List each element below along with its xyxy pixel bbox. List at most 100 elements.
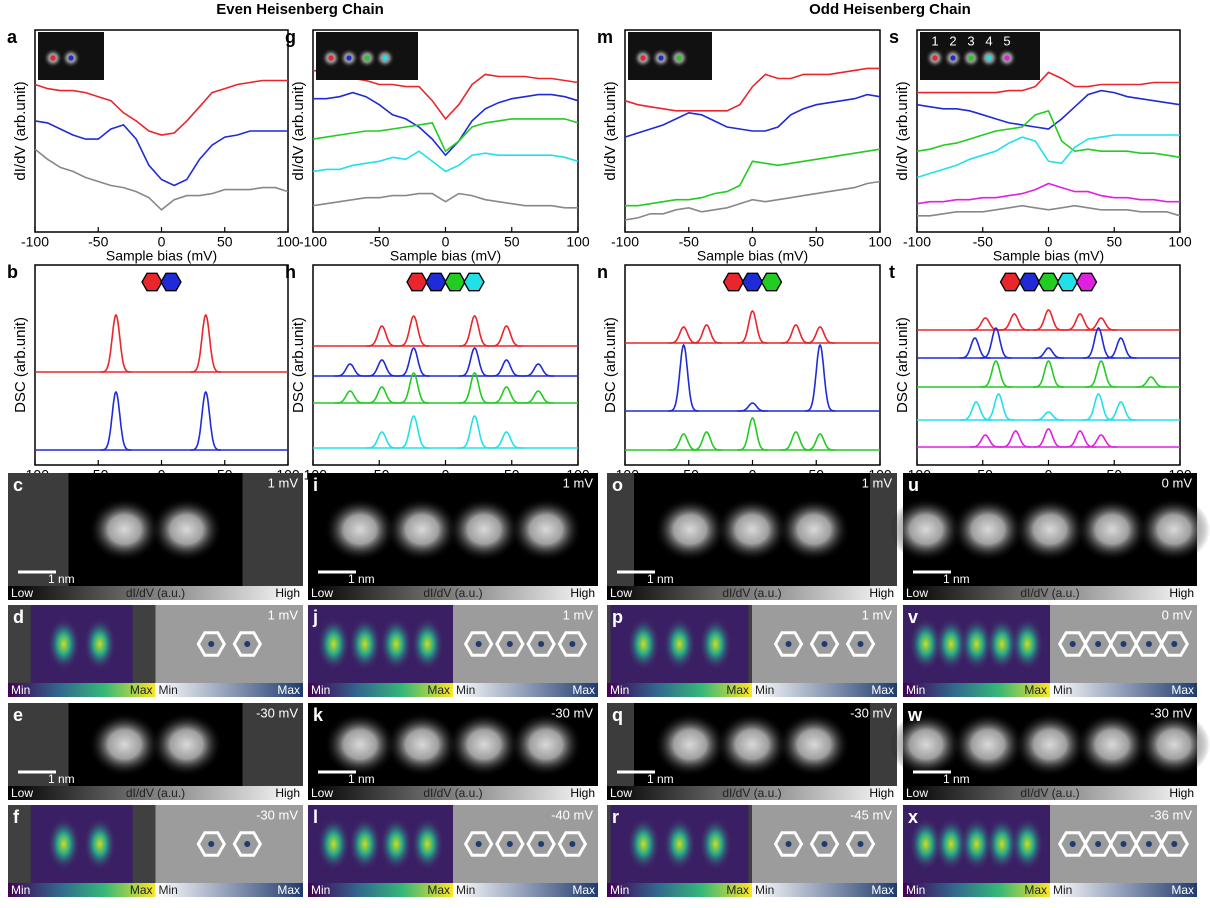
stm-lobe xyxy=(1138,713,1210,777)
plot-frame xyxy=(625,265,880,465)
plot-frame xyxy=(35,265,288,465)
y-axis-label: DSC (arb.unit) xyxy=(894,317,911,413)
peak xyxy=(459,416,491,448)
bias-label: -36 mV xyxy=(1150,807,1192,822)
sim-lobe xyxy=(84,618,116,670)
spectrum-line xyxy=(625,182,880,220)
bias-label: 1 mV xyxy=(268,475,299,490)
colorbar-max: Max xyxy=(130,683,153,697)
site-hexagon xyxy=(1058,273,1078,290)
inset-label: 1 xyxy=(931,33,938,48)
molecule-core xyxy=(1121,841,1127,847)
peak xyxy=(1083,394,1115,420)
panel-letter: x xyxy=(908,807,918,827)
scale-label: 1 nm xyxy=(348,572,375,586)
x-axis-label: Sample bias (mV) xyxy=(106,248,217,264)
peak xyxy=(522,391,554,403)
inset-label: 3 xyxy=(967,33,974,48)
sim-lobe xyxy=(380,818,412,870)
bias-label: -30 mV xyxy=(1150,705,1192,720)
sim-lobe xyxy=(700,818,732,870)
x-axis-label: Sample bias (mV) xyxy=(697,248,808,264)
x-tick-label: 50 xyxy=(1106,234,1122,250)
panel-letter: c xyxy=(13,475,23,495)
sim-lobe xyxy=(664,618,696,670)
sim-lobe xyxy=(411,818,443,870)
colorbar-min: Min xyxy=(1053,883,1072,897)
x-axis-label: Sample bias (mV) xyxy=(993,248,1104,264)
spectrum-line xyxy=(917,111,1180,158)
colorbar-quantity: dI/dV (a.u.) xyxy=(126,586,185,600)
peak xyxy=(334,364,366,376)
molecule-core xyxy=(1146,641,1152,647)
molecule-core xyxy=(538,841,544,847)
site-hexagon xyxy=(445,273,465,290)
peak xyxy=(1033,348,1065,358)
colorbar-min: Min xyxy=(456,883,475,897)
panel-letter: v xyxy=(908,607,918,627)
colorbar-min: Min xyxy=(906,883,925,897)
peak xyxy=(366,326,398,346)
panel-letter: o xyxy=(612,475,623,495)
peak xyxy=(491,432,523,448)
sim-ldos-map xyxy=(31,805,133,883)
bias-label: 0 mV xyxy=(1162,475,1193,490)
colorbar-high: High xyxy=(570,786,595,800)
colorbar-low: Low xyxy=(610,586,632,600)
bias-label: 1 mV xyxy=(563,607,594,622)
peak xyxy=(737,418,768,450)
colorbar-high: High xyxy=(275,786,300,800)
peak xyxy=(999,314,1031,330)
bias-label: 0 mV xyxy=(1162,607,1193,622)
inset-dot xyxy=(364,55,369,60)
bias-label: -30 mV xyxy=(850,705,892,720)
inset-dot xyxy=(328,55,333,60)
colorbar-quantity: dI/dV (a.u.) xyxy=(722,586,781,600)
colorbar-quantity: dI/dV (a.u.) xyxy=(1020,786,1079,800)
bias-label: -30 mV xyxy=(256,705,298,720)
stm-lobe xyxy=(778,713,850,777)
stm-lobe xyxy=(324,713,396,777)
y-axis-label: DSC (arb.unit) xyxy=(290,317,307,413)
inset-dot xyxy=(640,55,645,60)
inset-label: 4 xyxy=(985,33,992,48)
inset-dot xyxy=(346,55,351,60)
panel-letter: j xyxy=(312,607,318,627)
panel-letter: w xyxy=(907,705,923,725)
inset-dot xyxy=(986,55,991,60)
molecule-core xyxy=(1070,841,1076,847)
inset-dot xyxy=(382,55,387,60)
molecule-core xyxy=(822,841,828,847)
colorbar-low: Low xyxy=(311,586,333,600)
inset-dot xyxy=(950,55,955,60)
stm-lobe xyxy=(1138,498,1210,562)
y-axis-label: dI/dV (arb.unit) xyxy=(12,81,29,180)
colorbar-max: Max xyxy=(1024,883,1047,897)
colorbar-high: High xyxy=(869,786,894,800)
peak xyxy=(691,432,722,450)
colorbar-max: Max xyxy=(1024,683,1047,697)
stm-lobe xyxy=(386,498,458,562)
molecule-core xyxy=(1146,841,1152,847)
peak xyxy=(398,416,430,448)
site-hexagon xyxy=(1001,273,1021,290)
molecule-core xyxy=(507,641,513,647)
panel-letter: k xyxy=(313,705,324,725)
stm-lobe xyxy=(510,713,582,777)
molecule-core xyxy=(858,841,864,847)
peak xyxy=(781,325,812,343)
colorbar-max: Max xyxy=(1171,683,1194,697)
peak xyxy=(398,316,430,346)
colorbar-quantity: dI/dV (a.u.) xyxy=(423,586,482,600)
colorbar-min: Min xyxy=(159,683,178,697)
peak xyxy=(101,315,131,372)
colorbar-low: Low xyxy=(906,786,928,800)
molecule-core xyxy=(569,641,575,647)
scale-label: 1 nm xyxy=(48,572,75,586)
stm-lobe xyxy=(716,713,788,777)
stm-lobe xyxy=(89,498,161,562)
molecule-core xyxy=(208,841,214,847)
peak xyxy=(491,326,523,346)
spectrum-line xyxy=(917,184,1180,204)
peak xyxy=(960,402,992,420)
